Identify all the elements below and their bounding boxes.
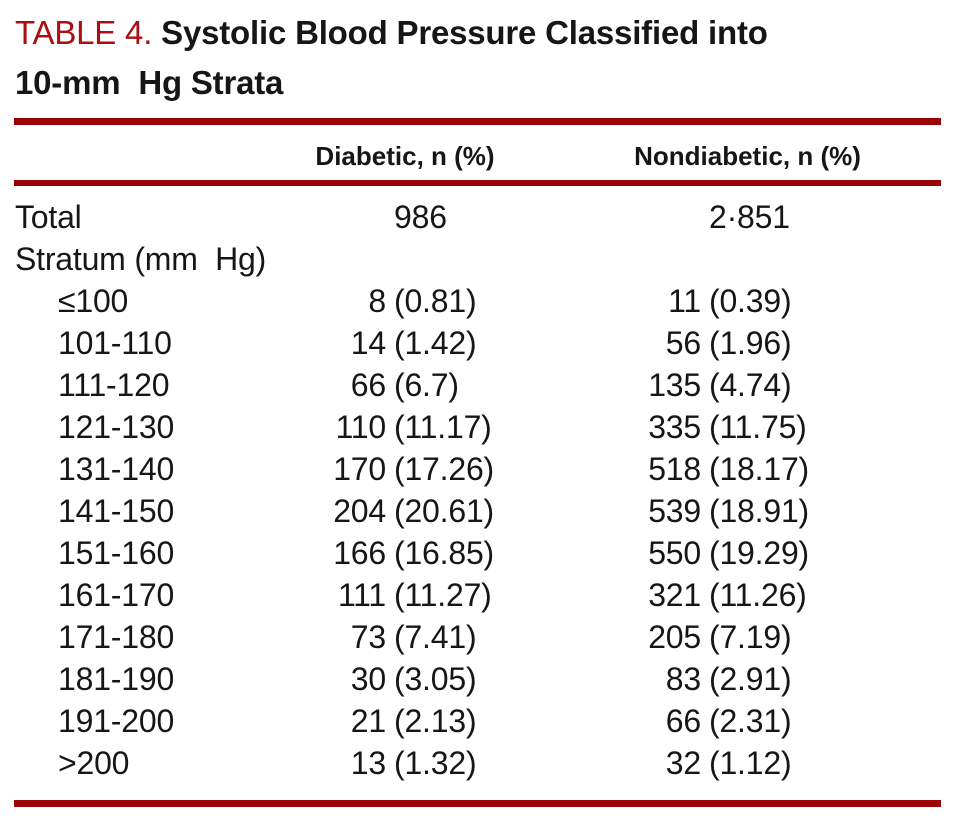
- nondiabetic-percent: (1.12): [709, 745, 792, 781]
- row-label-stratum: 111-120: [58, 367, 170, 403]
- diabetic-count: 30: [350, 661, 386, 697]
- diabetic-percent: (0.81): [394, 283, 477, 319]
- table-row: 101-110 14 (1.42) 56 (1.96): [0, 322, 955, 364]
- row-label-stratum: 171-180: [58, 619, 175, 655]
- table-row: 141-150 204 (20.61) 539 (18.91): [0, 490, 955, 532]
- table-row: >200 13 (1.32) 32 (1.12): [0, 742, 955, 784]
- row-label-stratum: 181-190: [58, 661, 175, 697]
- table-row: 171-180 73 (7.41) 205 (7.19): [0, 616, 955, 658]
- nondiabetic-count: 135: [648, 367, 701, 403]
- diabetic-count: 204: [333, 493, 386, 529]
- header-rule: [14, 180, 941, 186]
- table-row: 111-120 66 (6.7) 135 (4.74): [0, 364, 955, 406]
- nondiabetic-count: 56: [665, 325, 701, 361]
- nondiabetic-percent: (11.26): [709, 577, 807, 613]
- nondiabetic-percent: (11.75): [709, 409, 807, 445]
- diabetic-percent: (6.7): [394, 367, 459, 403]
- nondiabetic-count: 32: [665, 745, 701, 781]
- nondiabetic-percent: (4.74): [709, 367, 792, 403]
- diabetic-percent: (11.17): [394, 409, 492, 445]
- nondiabetic-percent: (1.96): [709, 325, 792, 361]
- nondiabetic-count: 539: [648, 493, 701, 529]
- nondiabetic-count: 205: [648, 619, 701, 655]
- nondiabetic-count: 550: [648, 535, 701, 571]
- table-title: TABLE 4. Systolic Blood Pressure Classif…: [15, 8, 945, 108]
- diabetic-percent: (17.26): [394, 451, 494, 487]
- diabetic-percent: (20.61): [394, 493, 494, 529]
- table-row: 181-190 30 (3.05) 83 (2.91): [0, 658, 955, 700]
- diabetic-count: 166: [333, 535, 386, 571]
- row-label-stratum: 191-200: [58, 703, 175, 739]
- nondiabetic-percent: (7.19): [709, 619, 792, 655]
- column-header-diabetic: Diabetic, n (%): [315, 141, 495, 171]
- row-label-stratum: 141-150: [58, 493, 175, 529]
- table-row: 151-160 166 (16.85) 550 (19.29): [0, 532, 955, 574]
- diabetic-percent: (2.13): [394, 703, 477, 739]
- nondiabetic-count: 335: [648, 409, 701, 445]
- table-row: ≤100 8 (0.81) 11 (0.39): [0, 280, 955, 322]
- section-label: Stratum (mm Hg): [15, 241, 267, 277]
- column-header-nondiabetic: Nondiabetic, n (%): [634, 141, 861, 171]
- diabetic-count: 14: [350, 325, 386, 361]
- table-row: 191-200 21 (2.13) 66 (2.31): [0, 700, 955, 742]
- table-row-section: Stratum (mm Hg): [0, 238, 955, 280]
- nondiabetic-percent: (19.29): [709, 535, 809, 571]
- diabetic-count: 111: [337, 577, 386, 613]
- diabetic-count: 8: [368, 283, 386, 319]
- nondiabetic-percent: (18.91): [709, 493, 809, 529]
- diabetic-count: 73: [350, 619, 386, 655]
- table-body: Total 986 2·851 Stratum (mm Hg) ≤100 8 (…: [0, 196, 955, 784]
- diabetic-percent: (1.42): [394, 325, 477, 361]
- diabetic-percent: (7.41): [394, 619, 477, 655]
- row-label-stratum: ≤100: [58, 283, 129, 319]
- nondiabetic-percent: (18.17): [709, 451, 809, 487]
- row-label-stratum: >200: [58, 745, 130, 781]
- table-number-label: TABLE 4.: [15, 14, 153, 51]
- row-label-stratum: 101-110: [58, 325, 172, 361]
- row-label-stratum: 161-170: [58, 577, 175, 613]
- total-nondiabetic-value: 2·851: [709, 199, 790, 235]
- nondiabetic-count: 66: [665, 703, 701, 739]
- bottom-rule: [14, 800, 941, 807]
- nondiabetic-count: 83: [665, 661, 701, 697]
- row-label-stratum: 121-130: [58, 409, 175, 445]
- diabetic-percent: (1.32): [394, 745, 477, 781]
- nondiabetic-percent: (0.39): [709, 283, 792, 319]
- total-diabetic-value: 986: [394, 199, 447, 235]
- nondiabetic-count: 11: [668, 283, 701, 319]
- diabetic-count: 21: [350, 703, 386, 739]
- diabetic-count: 170: [333, 451, 386, 487]
- row-label-total: Total: [15, 199, 82, 235]
- table-row: 161-170 111 (11.27) 321 (11.26): [0, 574, 955, 616]
- top-rule: [14, 118, 941, 125]
- diabetic-percent: (3.05): [394, 661, 477, 697]
- diabetic-percent: (11.27): [394, 577, 492, 613]
- diabetic-count: 13: [350, 745, 386, 781]
- nondiabetic-percent: (2.91): [709, 661, 792, 697]
- nondiabetic-count: 321: [648, 577, 701, 613]
- table-row: 131-140 170 (17.26) 518 (18.17): [0, 448, 955, 490]
- nondiabetic-percent: (2.31): [709, 703, 792, 739]
- diabetic-count: 110: [335, 409, 387, 445]
- diabetic-percent: (16.85): [394, 535, 494, 571]
- row-label-stratum: 151-160: [58, 535, 175, 571]
- table-row: 121-130 110 (11.17) 335 (11.75): [0, 406, 955, 448]
- row-label-stratum: 131-140: [58, 451, 175, 487]
- table-title-line1: Systolic Blood Pressure Classified into: [152, 14, 768, 51]
- nondiabetic-count: 518: [648, 451, 701, 487]
- table-title-line2: 10-mm Hg Strata: [15, 64, 284, 101]
- table-row-total: Total 986 2·851: [0, 196, 955, 238]
- diabetic-count: 66: [350, 367, 386, 403]
